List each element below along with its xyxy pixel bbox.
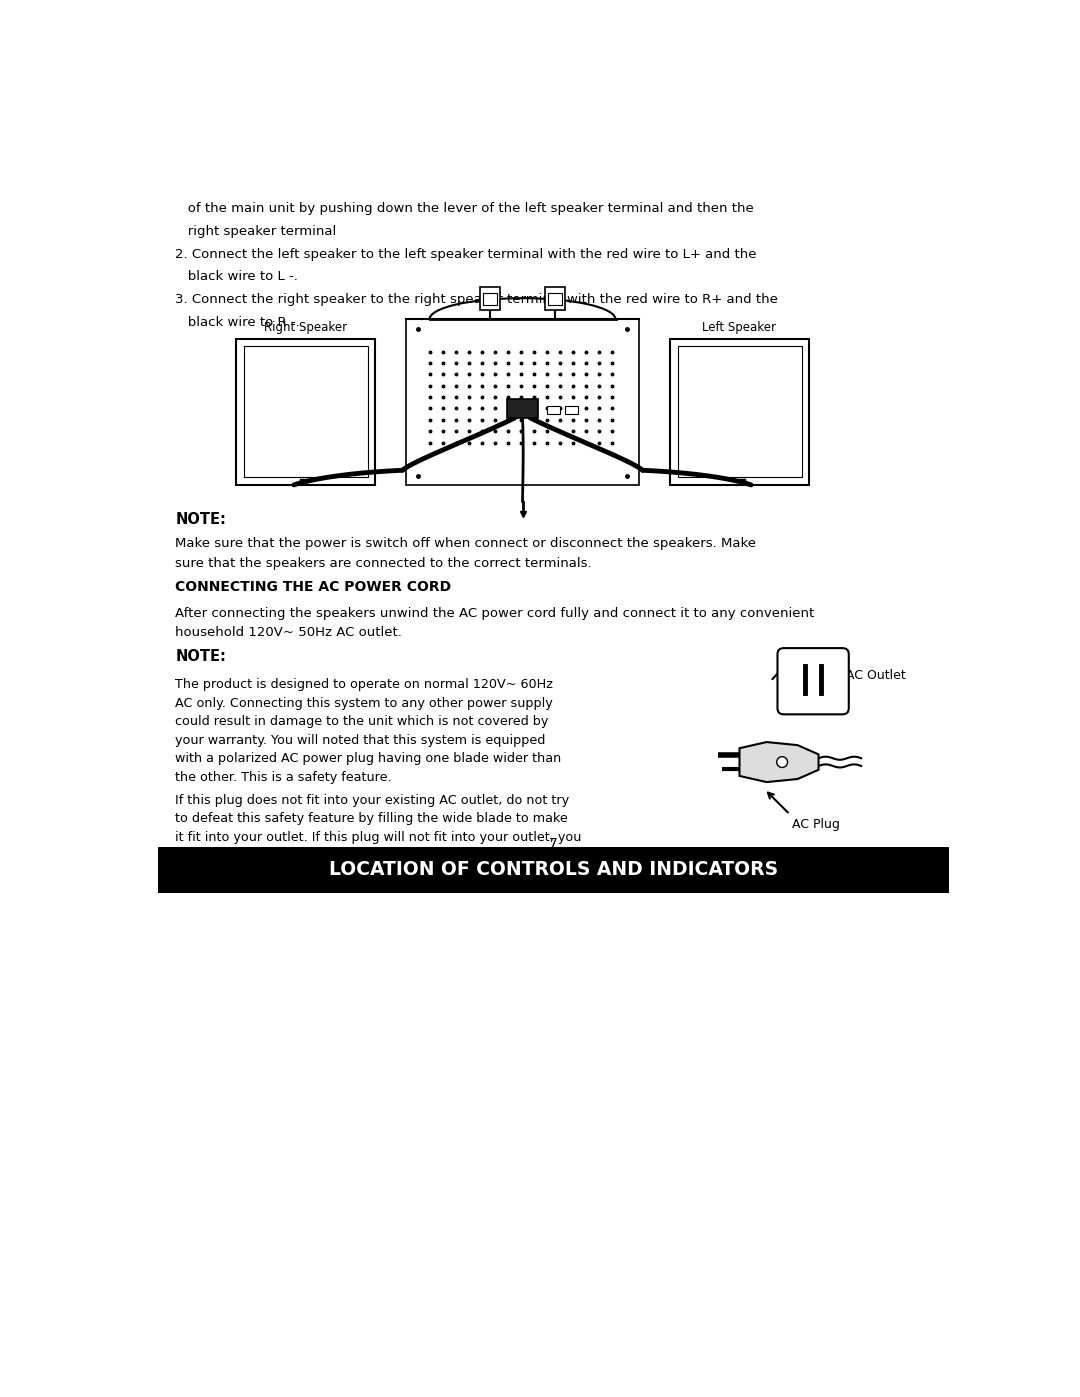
Text: After connecting the speakers unwind the AC power cord fully and connect it to a: After connecting the speakers unwind the…: [175, 606, 814, 638]
Text: 7: 7: [549, 837, 558, 851]
Circle shape: [777, 757, 787, 767]
FancyBboxPatch shape: [778, 648, 849, 714]
Text: The product is designed to operate on normal 120V~ 60Hz
AC only. Connecting this: The product is designed to operate on no…: [175, 678, 562, 784]
Text: LOCATION OF CONTROLS AND INDICATORS: LOCATION OF CONTROLS AND INDICATORS: [329, 859, 778, 879]
Text: If this plug does not fit into your existing AC outlet, do not try
to defeat thi: If this plug does not fit into your exis…: [175, 793, 610, 880]
Text: NOTE:: NOTE:: [175, 648, 226, 664]
Text: NOTE:: NOTE:: [175, 511, 226, 527]
Text: of the main unit by pushing down the lever of the left speaker terminal and then: of the main unit by pushing down the lev…: [175, 203, 754, 215]
Bar: [548, 293, 562, 306]
Polygon shape: [740, 742, 819, 782]
Bar: [548, 407, 559, 414]
Bar: [483, 293, 497, 306]
Bar: [406, 320, 638, 485]
Text: right speaker terminal: right speaker terminal: [175, 225, 337, 237]
Text: 2. Connect the left speaker to the left speaker terminal with the red wire to L+: 2. Connect the left speaker to the left …: [175, 247, 757, 261]
Bar: [677, 346, 801, 478]
Text: black wire to R -.: black wire to R -.: [175, 316, 300, 328]
Bar: [565, 407, 578, 414]
Bar: [159, 847, 948, 893]
Text: AC Outlet: AC Outlet: [846, 669, 905, 682]
Text: Make sure that the power is switch off when connect or disconnect the speakers. : Make sure that the power is switch off w…: [175, 538, 756, 570]
Text: Left Speaker: Left Speaker: [702, 321, 777, 334]
Bar: [545, 286, 565, 310]
Bar: [670, 338, 809, 485]
Bar: [243, 346, 367, 478]
Bar: [235, 338, 375, 485]
Text: Right Speaker: Right Speaker: [264, 321, 347, 334]
Bar: [507, 398, 538, 418]
Text: 3. Connect the right speaker to the right speaker terminal with the red wire to : 3. Connect the right speaker to the righ…: [175, 293, 779, 306]
Text: AC Plug: AC Plug: [793, 817, 840, 831]
Text: black wire to L -.: black wire to L -.: [175, 271, 298, 284]
Text: CONNECTING THE AC POWER CORD: CONNECTING THE AC POWER CORD: [175, 580, 451, 594]
Bar: [480, 286, 500, 310]
